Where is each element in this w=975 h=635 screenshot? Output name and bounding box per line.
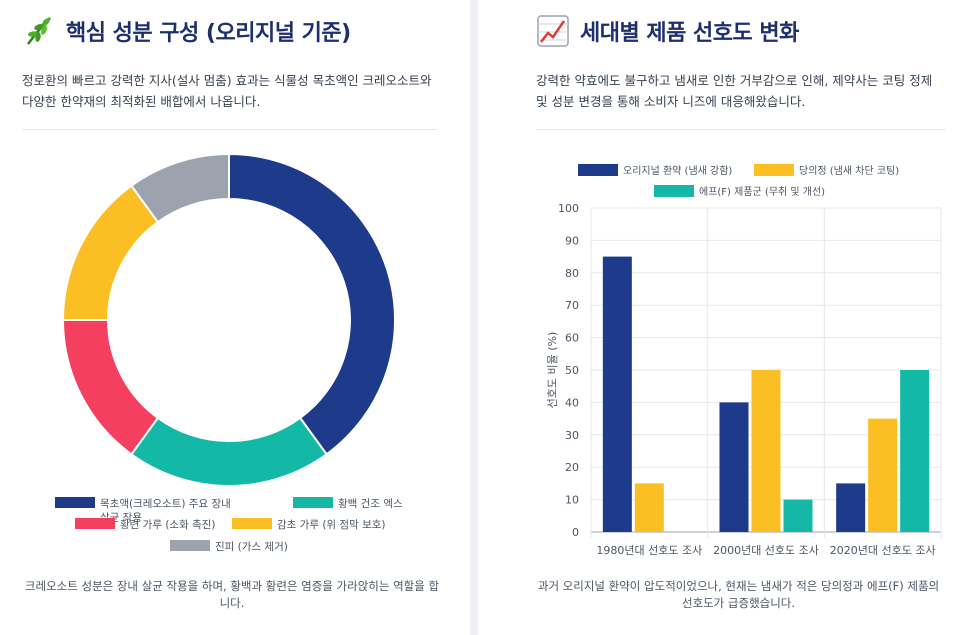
preference-bar-chart: 오리지널 환약 (냄새 강함) 당의정 (냄새 차단 코팅) 에프(F) 제품군 (… [546,164,942,557]
chart-increasing-icon [536,14,570,48]
donut-slice [130,152,230,224]
ingredient-card-header: 핵심 성분 구성 (오리지널 기준) [22,14,351,48]
bar [868,418,898,532]
legend-item: 황련 가루 (소화 촉진) [75,518,216,531]
ingredient-card-note: 크레오소트 성분은 장내 살균 작용을 하며, 황백과 황련은 염증을 가라앉히… [24,579,440,610]
legend-item: 진피 (가스 제거) [170,540,288,553]
bar [836,483,866,532]
legend-item: 오리지널 환약 (냄새 강함) [578,164,732,177]
ingredient-card: 핵심 성분 구성 (오리지널 기준) 정로환의 빠르고 강력한 지사(설사 멈춤… [0,0,470,635]
legend-item: 에프(F) 제품군 (무취 및 개선) [654,185,825,198]
legend-label: 에프(F) 제품군 (무취 및 개선) [699,186,825,198]
preference-card-description: 강력한 약효에도 불구하고 냄새로 인한 거부감으로 인해, 제약사는 코팅 정… [536,73,933,109]
legend-label: 오리지널 환약 (냄새 강함) [623,165,732,177]
y-tick-label: 50 [565,364,579,377]
legend-swatch [75,518,115,529]
legend-label: 황련 가루 (소화 촉진) [120,519,216,531]
legend-label: 감초 가루 (위 점막 보호) [277,518,385,531]
y-axis-label: 선호도 비율 (%) [546,332,559,409]
y-tick-label: 60 [565,332,579,345]
bar [900,370,930,532]
y-tick-label: 30 [565,429,579,442]
legend-label: 당의정 (냄새 차단 코팅) [799,165,899,177]
x-tick-label: 1980년대 선호도 조사 [596,544,702,557]
legend-item: 감초 가루 (위 점막 보호) [232,518,385,531]
legend-swatch [654,185,694,197]
legend-swatch [55,497,95,508]
herb-leaf-icon [22,14,56,48]
legend-swatch [232,518,272,529]
legend-item: 황백 건조 엑스 [293,497,403,510]
y-tick-label: 0 [572,526,579,539]
legend-label: 진피 (가스 제거) [215,541,288,553]
preference-card-title: 세대별 제품 선호도 변화 [580,21,799,46]
donut-slice [61,184,160,321]
legend-item: 당의정 (냄새 차단 코팅) [754,164,899,177]
divider [536,129,946,130]
donut-slice [61,319,160,456]
x-tick-label: 2020년대 선호도 조사 [830,544,936,557]
bar [751,370,781,532]
preference-card: 세대별 제품 선호도 변화 강력한 약효에도 불구하고 냄새로 인한 거부감으로… [478,0,975,635]
bar [602,256,632,532]
y-tick-label: 100 [558,202,579,215]
x-tick-label: 2000년대 선호도 조사 [713,544,819,557]
legend-item: 목초액(크레오소트) 주요 장내 살균 작용 [55,497,231,524]
y-tick-label: 70 [565,299,579,312]
divider [22,129,437,130]
bar [634,483,664,532]
ingredient-card-title: 핵심 성분 구성 (오리지널 기준) [66,21,351,46]
y-tick-label: 40 [565,396,579,409]
bar [783,499,813,532]
bar [719,402,749,532]
y-tick-label: 20 [565,461,579,474]
legend-swatch [578,164,618,176]
donut-slice [228,152,396,456]
y-tick-label: 10 [565,494,579,507]
preference-card-header: 세대별 제품 선호도 변화 [536,14,799,48]
legend-swatch [293,497,333,508]
legend-swatch [170,540,210,551]
y-tick-label: 80 [565,267,579,280]
ingredient-card-description: 정로환의 빠르고 강력한 지사(설사 멈춤) 효과는 식물성 목초액인 크레오소… [22,73,432,109]
legend-label: 황백 건조 엑스 [338,498,403,510]
donut-slice [130,416,328,487]
y-tick-label: 90 [565,234,579,247]
legend-swatch [754,164,794,176]
preference-card-note: 과거 오리지널 환약이 압도적이었으나, 현재는 냄새가 적은 당의정과 에프(… [537,579,940,610]
